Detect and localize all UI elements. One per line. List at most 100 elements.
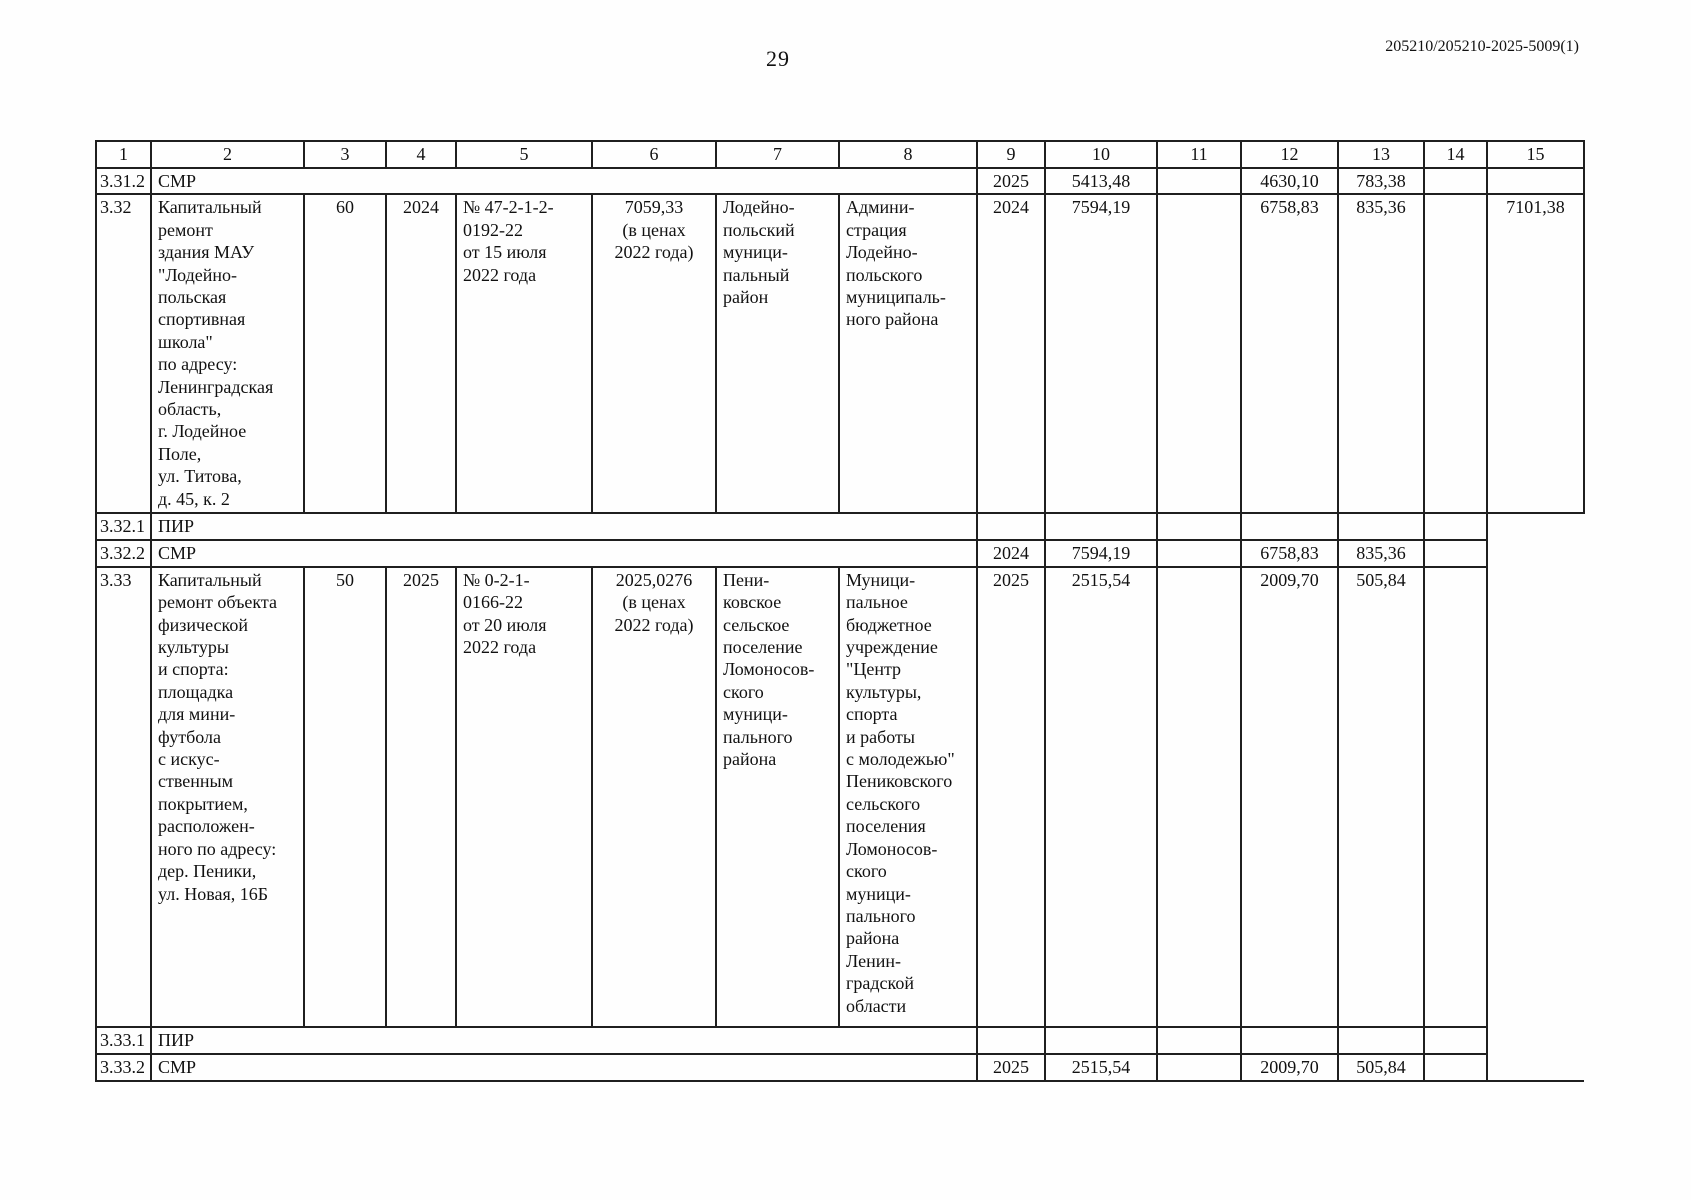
row-3-31-2-cell-1: 3.31.2: [95, 166, 152, 196]
row-3-31-2-cell-3: 2025: [976, 166, 1046, 196]
row-3-31-2-cell-8: [1423, 166, 1488, 196]
row-3-33-cell-12: 2009,70: [1240, 565, 1339, 1028]
row-3-33-1: 3.33.1 ПИР: [95, 1025, 1584, 1055]
column-header-1: 1: [95, 140, 152, 169]
row-3-33: 3.33 Капитальный ремонт объекта физическо…: [95, 565, 1584, 1028]
row-3-33-1-cell-1: 3.33.1: [95, 1025, 152, 1055]
row-3-33-1-cell-8: [1423, 1025, 1488, 1055]
row-3-33-cell-2: Капитальный ремонт объекта физической ку…: [150, 565, 305, 1028]
row-3-32-cell-6: 7059,33 (в ценах 2022 года): [591, 193, 717, 515]
row-3-33-1-cell-9: [1486, 1026, 1584, 1054]
row-3-33-cell-15: [1486, 566, 1584, 1027]
document-reference: 205210/205210-2025-5009(1): [1385, 38, 1579, 55]
row-3-33-cell-1: 3.33: [95, 565, 152, 1028]
row-3-32-1-cell-2: ПИР: [150, 512, 978, 542]
row-3-32-cell-14: [1423, 193, 1488, 515]
row-3-32-1-cell-5: [1156, 512, 1242, 542]
column-header-15: 15: [1486, 140, 1585, 169]
row-3-32-cell-5: № 47-2-1-2- 0192-22 от 15 июля 2022 года: [455, 193, 593, 515]
row-3-32-2-cell-2: СМР: [150, 539, 978, 568]
row-3-33-cell-4: 2025: [385, 565, 457, 1028]
row-3-33-2: 3.33.2 СМР 2025 2515,54 2009,70 505,84: [95, 1052, 1584, 1082]
column-header-7: 7: [715, 140, 840, 169]
row-3-33-2-cell-7: 505,84: [1337, 1052, 1425, 1082]
row-3-31-2-cell-7: 783,38: [1337, 166, 1425, 196]
main-table: 1 2 3 4 5 6 7 8 9 10 11 12 13 14 15 3.31.2 СМР 2025 5413,…: [95, 140, 1585, 1082]
row-3-33-2-cell-1: 3.33.2: [95, 1052, 152, 1082]
row-3-33-2-cell-3: 2025: [976, 1052, 1046, 1082]
row-3-32-2-cell-8: [1423, 539, 1488, 568]
column-number-row: 1 2 3 4 5 6 7 8 9 10 11 12 13 14 15: [95, 140, 1585, 169]
row-3-33-cell-3: 50: [303, 565, 387, 1028]
row-3-32-2-cell-9: [1486, 540, 1584, 567]
row-3-32-2-cell-7: 835,36: [1337, 539, 1425, 568]
row-3-32-2-cell-3: 2024: [976, 539, 1046, 568]
row-3-31-2-cell-2: СМР: [150, 166, 978, 196]
row-3-33-2-cell-4: 2515,54: [1044, 1052, 1158, 1082]
column-header-13: 13: [1337, 140, 1425, 169]
column-header-10: 10: [1044, 140, 1158, 169]
row-3-31-2-cell-6: 4630,10: [1240, 166, 1339, 196]
row-3-31-2-cell-5: [1156, 166, 1242, 196]
row-3-33-2-cell-8: [1423, 1052, 1488, 1082]
row-3-33-cell-13: 505,84: [1337, 565, 1425, 1028]
row-3-33-cell-14: [1423, 565, 1488, 1028]
row-3-33-cell-9: 2025: [976, 565, 1046, 1028]
row-3-32-cell-3: 60: [303, 193, 387, 515]
row-3-32-cell-12: 6758,83: [1240, 193, 1339, 515]
column-header-9: 9: [976, 140, 1046, 169]
row-3-32-cell-11: [1156, 193, 1242, 515]
row-3-33-1-cell-3: [976, 1025, 1046, 1055]
row-3-33-1-cell-4: [1044, 1025, 1158, 1055]
column-header-14: 14: [1423, 140, 1488, 169]
row-3-33-1-cell-7: [1337, 1025, 1425, 1055]
column-header-12: 12: [1240, 140, 1339, 169]
row-3-32-cell-15: 7101,38: [1486, 193, 1585, 515]
row-3-32-1-cell-1: 3.32.1: [95, 512, 152, 542]
column-header-5: 5: [455, 140, 593, 169]
row-3-33-cell-6: 2025,0276 (в ценах 2022 года): [591, 565, 717, 1028]
row-3-32-1-cell-3: [976, 512, 1046, 542]
row-3-32-cell-8: Админи- страция Лодейно- польского муниц…: [838, 193, 978, 515]
row-3-33-cell-8: Муници- пальное бюджетное учреждение "Це…: [838, 565, 978, 1028]
row-3-32-2-cell-6: 6758,83: [1240, 539, 1339, 568]
row-3-33-1-cell-6: [1240, 1025, 1339, 1055]
row-3-33-2-cell-9: [1486, 1053, 1584, 1082]
column-header-8: 8: [838, 140, 978, 169]
row-3-32-1-cell-7: [1337, 512, 1425, 542]
row-3-32-1-cell-4: [1044, 512, 1158, 542]
table-body: 3.31.2 СМР 2025 5413,48 4630,10 783,38 3.32 Кап…: [95, 166, 1585, 1082]
row-3-32-1-cell-9: [1486, 513, 1584, 541]
row-3-31-2-cell-9: [1486, 166, 1585, 196]
row-3-32-1-cell-6: [1240, 512, 1339, 542]
row-3-32-cell-2: Капитальный ремонт здания МАУ "Лодейно- …: [150, 193, 305, 515]
row-3-32-cell-9: 2024: [976, 193, 1046, 515]
row-3-32-2-cell-5: [1156, 539, 1242, 568]
row-3-32-2-cell-4: 7594,19: [1044, 539, 1158, 568]
row-3-31-2: 3.31.2 СМР 2025 5413,48 4630,10 783,38: [95, 166, 1585, 196]
row-3-32: 3.32 Капитальный ремонт здания МАУ "Лодей…: [95, 193, 1585, 515]
row-3-32-1-cell-8: [1423, 512, 1488, 542]
row-3-33-cell-10: 2515,54: [1044, 565, 1158, 1028]
column-header-3: 3: [303, 140, 387, 169]
row-3-32-2-cell-1: 3.32.2: [95, 539, 152, 568]
row-3-33-cell-7: Пени- ковское сельское поселение Ломонос…: [715, 565, 840, 1028]
row-3-32-cell-7: Лодейно- польский муници- пальный район: [715, 193, 840, 515]
row-3-33-cell-5: № 0-2-1- 0166-22 от 20 июля 2022 года: [455, 565, 593, 1028]
row-3-32-1: 3.32.1 ПИР: [95, 512, 1584, 542]
row-3-33-1-cell-5: [1156, 1025, 1242, 1055]
row-3-32-2: 3.32.2 СМР 2024 7594,19 6758,83 835,36: [95, 539, 1584, 568]
row-3-33-2-cell-5: [1156, 1052, 1242, 1082]
row-3-33-2-cell-6: 2009,70: [1240, 1052, 1339, 1082]
row-3-33-cell-11: [1156, 565, 1242, 1028]
row-3-31-2-cell-4: 5413,48: [1044, 166, 1158, 196]
row-3-33-2-cell-2: СМР: [150, 1052, 978, 1082]
column-header-6: 6: [591, 140, 717, 169]
column-header-2: 2: [150, 140, 305, 169]
row-3-32-cell-13: 835,36: [1337, 193, 1425, 515]
row-3-32-cell-1: 3.32: [95, 193, 152, 515]
row-3-32-cell-10: 7594,19: [1044, 193, 1158, 515]
row-3-33-1-cell-2: ПИР: [150, 1025, 978, 1055]
row-3-32-cell-4: 2024: [385, 193, 457, 515]
page-number: 29: [766, 46, 790, 71]
